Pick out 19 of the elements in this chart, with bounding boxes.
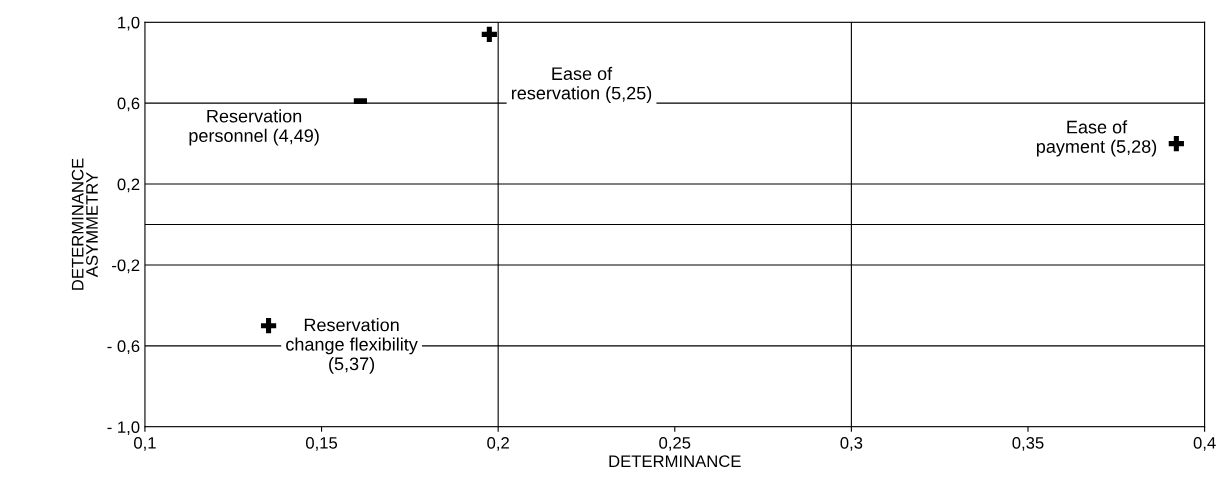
annotation: Reservation change flexibility (5,37): [286, 318, 418, 374]
y-tick-label: -0,2: [112, 259, 140, 274]
x-axis-title: DETERMINANCE: [609, 455, 741, 468]
x-tick-label: 0,15: [305, 436, 338, 451]
y-axis-title: DETERMINANCE ASYMMETRY: [71, 158, 98, 290]
annotation: Ease of payment (5,28): [1036, 120, 1157, 157]
x-tick-label: 0,35: [1012, 436, 1044, 451]
y-tick-label: 0,2: [117, 178, 140, 193]
annotation: Ease of reservation (5,25): [511, 66, 652, 104]
x-tick-label: 0,25: [659, 436, 691, 451]
y-tick-label: - 1,0: [107, 421, 140, 435]
x-tick-label: 0,4: [1193, 436, 1216, 451]
y-tick-label: - 0,6: [107, 340, 140, 355]
y-tick-label: 0,6: [117, 97, 140, 112]
x-tick-label: 0,1: [134, 436, 156, 451]
x-tick-label: 0,2: [487, 436, 509, 451]
y-tick-label: 1,0: [118, 16, 140, 31]
x-tick-label: 0,3: [840, 436, 863, 451]
annotation: Reservation personnel (4,49): [189, 109, 319, 146]
